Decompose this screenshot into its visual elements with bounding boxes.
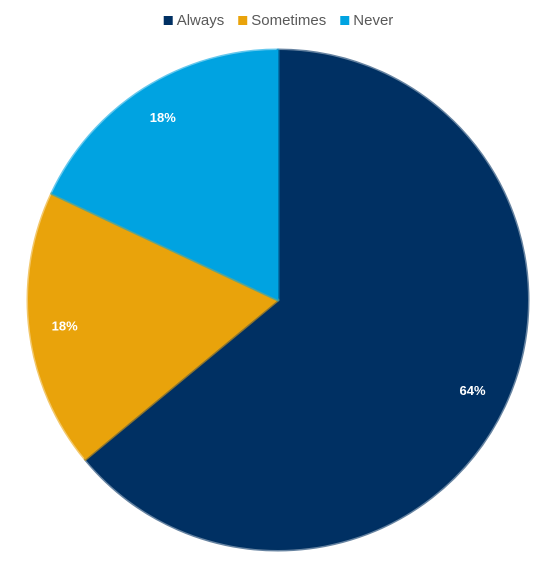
legend: Always Sometimes Never bbox=[163, 12, 393, 29]
legend-text: Never bbox=[353, 12, 393, 29]
legend-swatch bbox=[238, 16, 248, 25]
pie-slice bbox=[26, 192, 280, 461]
legend-text: Always bbox=[177, 12, 225, 29]
pie-slice bbox=[83, 48, 530, 552]
legend-swatch bbox=[340, 16, 350, 25]
legend-swatch bbox=[163, 16, 173, 25]
pie-slice bbox=[50, 48, 280, 302]
slice-label: 18% bbox=[52, 318, 78, 333]
slice-label: 64% bbox=[460, 383, 486, 398]
slice-label: 18% bbox=[150, 110, 176, 125]
legend-text: Sometimes bbox=[251, 12, 326, 29]
